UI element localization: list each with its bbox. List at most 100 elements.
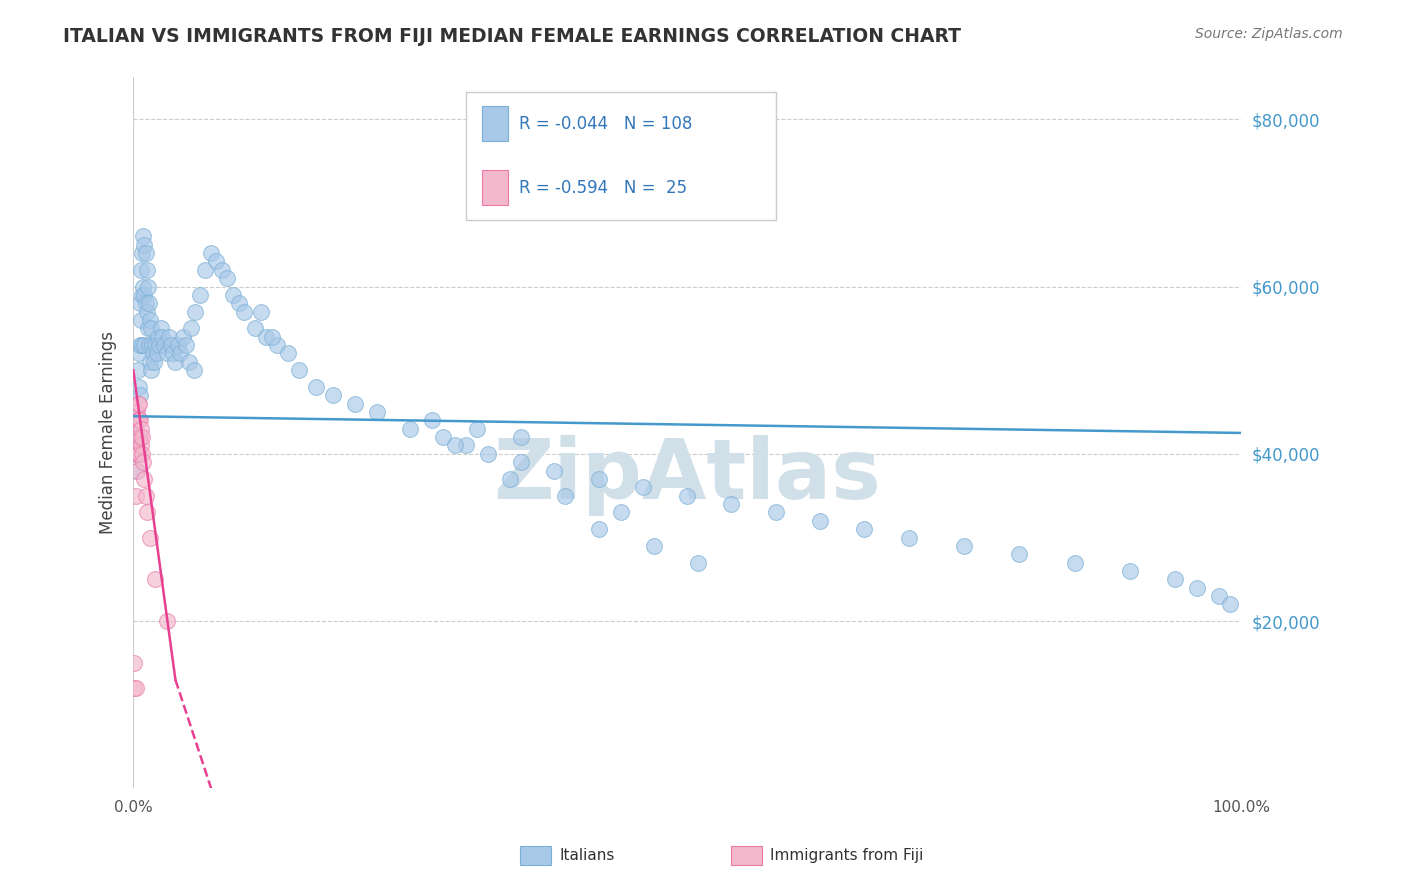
- Point: [129, 413, 152, 427]
- Point: [609, 505, 631, 519]
- Point: [150, 321, 173, 335]
- Point: [477, 447, 499, 461]
- Point: [688, 556, 710, 570]
- Point: [139, 363, 162, 377]
- Point: [134, 296, 156, 310]
- Text: Immigrants from Fiji: Immigrants from Fiji: [770, 848, 924, 863]
- Point: [127, 363, 149, 377]
- Point: [124, 656, 146, 670]
- Point: [510, 455, 533, 469]
- Point: [136, 279, 159, 293]
- Point: [155, 614, 177, 628]
- Text: Italians: Italians: [560, 848, 614, 863]
- Point: [1063, 556, 1085, 570]
- Point: [897, 531, 920, 545]
- Point: [343, 397, 366, 411]
- Point: [132, 229, 155, 244]
- Point: [124, 681, 146, 695]
- Point: [134, 237, 156, 252]
- Point: [127, 447, 149, 461]
- Point: [124, 405, 146, 419]
- Point: [135, 505, 157, 519]
- Point: [443, 438, 465, 452]
- Point: [177, 355, 200, 369]
- Point: [1008, 547, 1031, 561]
- Point: [180, 321, 202, 335]
- Point: [169, 346, 191, 360]
- Point: [853, 522, 876, 536]
- Point: [1119, 564, 1142, 578]
- Point: [465, 422, 488, 436]
- Point: [131, 338, 153, 352]
- Point: [125, 430, 148, 444]
- Point: [260, 330, 283, 344]
- Point: [366, 405, 388, 419]
- Point: [176, 338, 198, 352]
- Point: [129, 313, 152, 327]
- Point: [148, 338, 170, 352]
- Point: [139, 321, 162, 335]
- Point: [127, 413, 149, 427]
- Point: [631, 480, 654, 494]
- Point: [166, 338, 188, 352]
- Point: [266, 338, 288, 352]
- Point: [129, 422, 152, 436]
- Point: [499, 472, 522, 486]
- Point: [134, 338, 156, 352]
- Point: [138, 296, 160, 310]
- Point: [139, 313, 162, 327]
- Point: [211, 263, 233, 277]
- Point: [129, 438, 152, 452]
- Point: [243, 321, 266, 335]
- Point: [142, 346, 165, 360]
- Point: [128, 447, 150, 461]
- Point: [131, 246, 153, 260]
- Point: [129, 296, 152, 310]
- Point: [554, 489, 576, 503]
- Point: [125, 405, 148, 419]
- Point: [399, 422, 422, 436]
- Point: [217, 271, 239, 285]
- Point: [288, 363, 311, 377]
- Point: [129, 388, 152, 402]
- Point: [432, 430, 454, 444]
- Point: [128, 413, 150, 427]
- Point: [157, 330, 180, 344]
- Point: [136, 321, 159, 335]
- Point: [277, 346, 299, 360]
- Point: [153, 338, 176, 352]
- Point: [249, 304, 271, 318]
- Point: [132, 279, 155, 293]
- Point: [128, 380, 150, 394]
- Point: [128, 346, 150, 360]
- Text: R = -0.594   N =  25: R = -0.594 N = 25: [519, 178, 688, 196]
- Point: [135, 263, 157, 277]
- Point: [139, 531, 162, 545]
- Point: [131, 447, 153, 461]
- Point: [188, 288, 211, 302]
- Point: [135, 304, 157, 318]
- Point: [422, 413, 444, 427]
- Point: [305, 380, 328, 394]
- Text: Source: ZipAtlas.com: Source: ZipAtlas.com: [1195, 27, 1343, 41]
- Point: [1219, 598, 1241, 612]
- Point: [129, 430, 152, 444]
- Point: [131, 430, 153, 444]
- Point: [145, 338, 167, 352]
- Point: [588, 522, 610, 536]
- Point: [132, 455, 155, 469]
- Point: [543, 464, 565, 478]
- Point: [124, 489, 146, 503]
- Point: [183, 363, 205, 377]
- Point: [1185, 581, 1208, 595]
- Text: ITALIAN VS IMMIGRANTS FROM FIJI MEDIAN FEMALE EARNINGS CORRELATION CHART: ITALIAN VS IMMIGRANTS FROM FIJI MEDIAN F…: [63, 27, 962, 45]
- Point: [146, 330, 169, 344]
- Point: [808, 514, 831, 528]
- Point: [720, 497, 742, 511]
- Text: ZipAtlas: ZipAtlas: [494, 435, 882, 516]
- Point: [134, 489, 156, 503]
- Point: [143, 355, 166, 369]
- Point: [128, 430, 150, 444]
- Point: [139, 355, 162, 369]
- Point: [254, 330, 277, 344]
